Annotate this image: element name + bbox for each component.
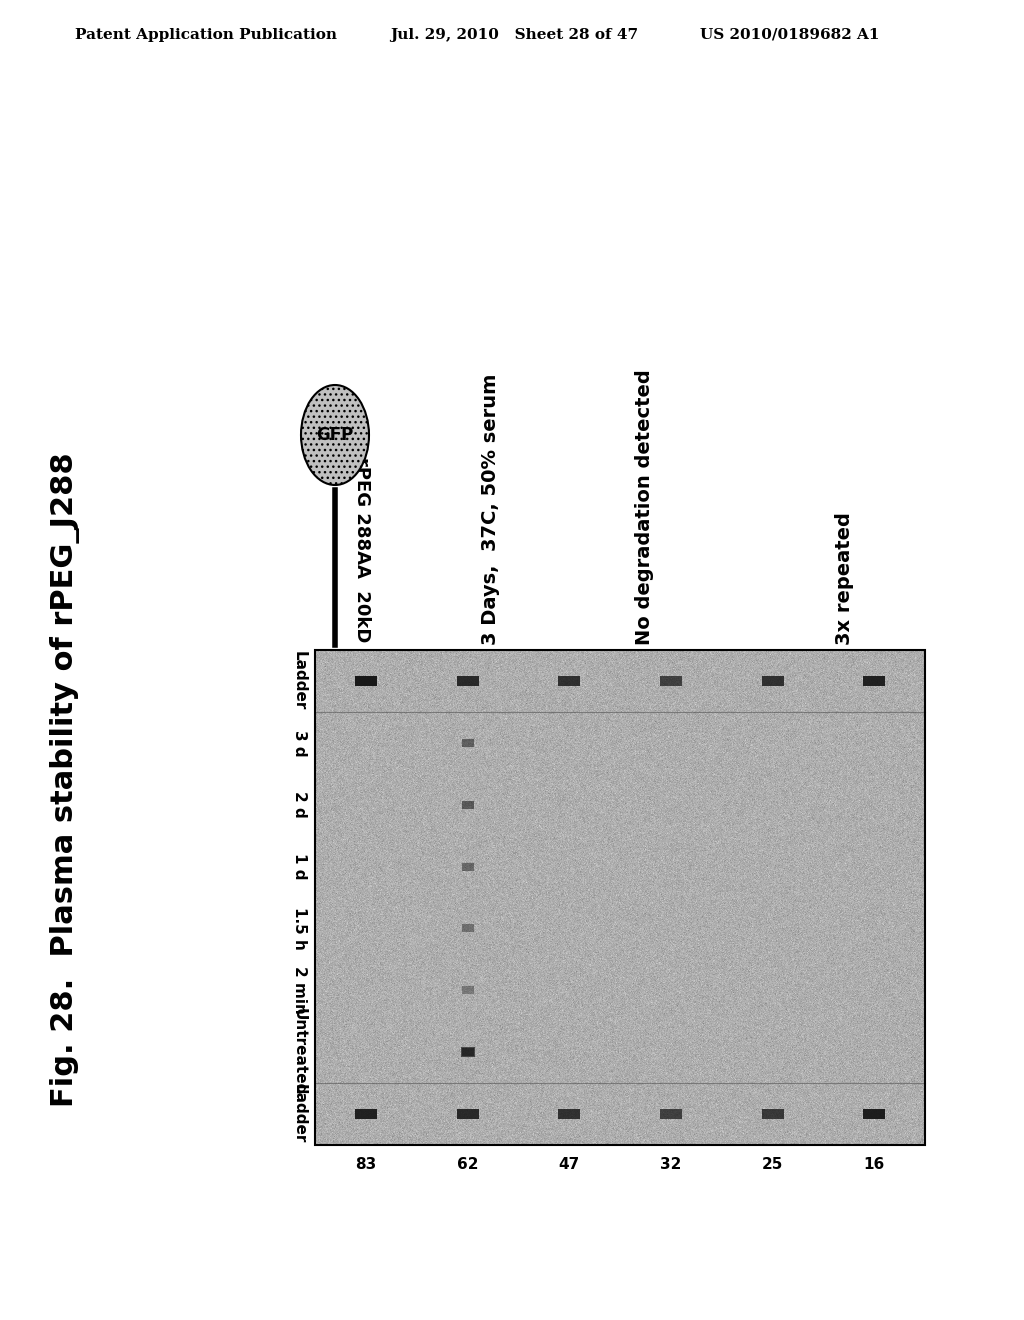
Text: 2 d: 2 d <box>292 791 307 818</box>
Text: 1 d: 1 d <box>292 853 307 880</box>
Text: 25: 25 <box>762 1158 783 1172</box>
Bar <box>462 1048 473 1056</box>
Text: 3x repeated: 3x repeated <box>836 512 854 645</box>
Text: 83: 83 <box>355 1158 377 1172</box>
Bar <box>355 1109 377 1119</box>
Bar <box>462 801 473 809</box>
Text: Ladder: Ladder <box>292 1084 307 1143</box>
Text: Fig. 28.  Plasma stability of rPEG_J288: Fig. 28. Plasma stability of rPEG_J288 <box>50 453 80 1107</box>
Text: 2 min: 2 min <box>292 966 307 1014</box>
Bar <box>461 1047 474 1057</box>
Bar <box>558 676 581 686</box>
Text: 3 d: 3 d <box>292 730 307 756</box>
Text: Patent Application Publication: Patent Application Publication <box>75 28 337 42</box>
Text: 62: 62 <box>457 1158 478 1172</box>
Bar <box>762 1109 783 1119</box>
Bar <box>863 676 885 686</box>
Bar <box>457 676 478 686</box>
Bar <box>355 676 377 686</box>
Text: Jul. 29, 2010   Sheet 28 of 47: Jul. 29, 2010 Sheet 28 of 47 <box>390 28 638 42</box>
Bar <box>457 1109 478 1119</box>
Ellipse shape <box>301 385 369 484</box>
Text: US 2010/0189682 A1: US 2010/0189682 A1 <box>700 28 880 42</box>
Bar <box>462 924 473 932</box>
Text: 32: 32 <box>660 1158 682 1172</box>
Bar <box>558 1109 581 1119</box>
Text: GFP: GFP <box>316 426 353 444</box>
Bar <box>659 1109 682 1119</box>
Text: 16: 16 <box>863 1158 885 1172</box>
Text: 1.5 h: 1.5 h <box>292 907 307 950</box>
Text: Untreated: Untreated <box>292 1008 307 1096</box>
Bar <box>863 1109 885 1119</box>
Text: No degradation detected: No degradation detected <box>636 370 654 645</box>
Text: 47: 47 <box>558 1158 580 1172</box>
Bar <box>659 676 682 686</box>
Bar <box>462 986 473 994</box>
Text: 3 Days,  37C, 50% serum: 3 Days, 37C, 50% serum <box>480 374 500 645</box>
Bar <box>762 676 783 686</box>
Text: rPEG 288AA  20kD: rPEG 288AA 20kD <box>353 457 371 643</box>
Text: Ladder: Ladder <box>292 651 307 710</box>
Bar <box>315 649 925 1144</box>
Bar <box>462 739 473 747</box>
Bar <box>462 862 473 871</box>
